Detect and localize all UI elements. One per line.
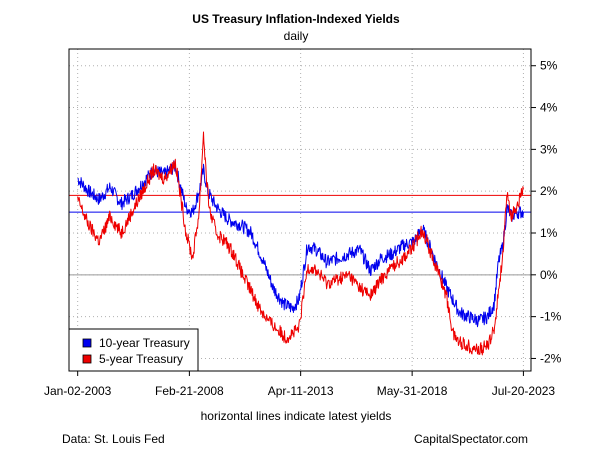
chart-title: US Treasury Inflation-Indexed Yields (192, 12, 400, 26)
series-line-10-year (77, 160, 524, 328)
legend-label-10-year: 10-year Treasury (99, 336, 190, 350)
y-tick-label: 4% (540, 101, 558, 115)
legend-swatch-10-year (82, 338, 92, 348)
y-tick-label: -1% (540, 310, 562, 324)
latest-yield-lines (69, 194, 531, 213)
credit: CapitalSpectator.com (414, 432, 528, 446)
y-tick-label: 2% (540, 184, 558, 198)
x-axis: Jan-02-2003 Feb-21-2008 Apr-11-2013 May-31-… (44, 371, 555, 398)
x-tick-label: Jul-20-2023 (492, 384, 556, 398)
legend-swatch-5-year (82, 354, 92, 364)
y-tick-label: 1% (540, 226, 558, 240)
y-tick-label: -2% (540, 351, 562, 365)
x-tick-label: Jan-02-2003 (44, 384, 112, 398)
x-tick-label: Feb-21-2008 (155, 384, 224, 398)
legend: 10-year Treasury 5-year Treasury (68, 328, 199, 372)
y-tick-label: 3% (540, 142, 558, 156)
legend-box (68, 328, 199, 372)
data-source: Data: St. Louis Fed (62, 432, 165, 446)
series-line-5-year (77, 131, 524, 356)
grid (69, 49, 531, 371)
chart-subtitle: daily (284, 29, 309, 43)
chart-caption: horizontal lines indicate latest yields (201, 409, 392, 423)
y-tick-label: 5% (540, 59, 558, 73)
x-tick-label: May-31-2018 (377, 384, 448, 398)
y-tick-label: 0% (540, 268, 558, 282)
x-tick-label: Apr-11-2013 (268, 384, 334, 398)
legend-label-5-year: 5-year Treasury (99, 352, 183, 366)
plot-frame (68, 48, 532, 372)
y-axis: 5% 4% 3% 2% 1% 0% -1% -2% (531, 59, 562, 365)
series-lines (77, 131, 524, 356)
